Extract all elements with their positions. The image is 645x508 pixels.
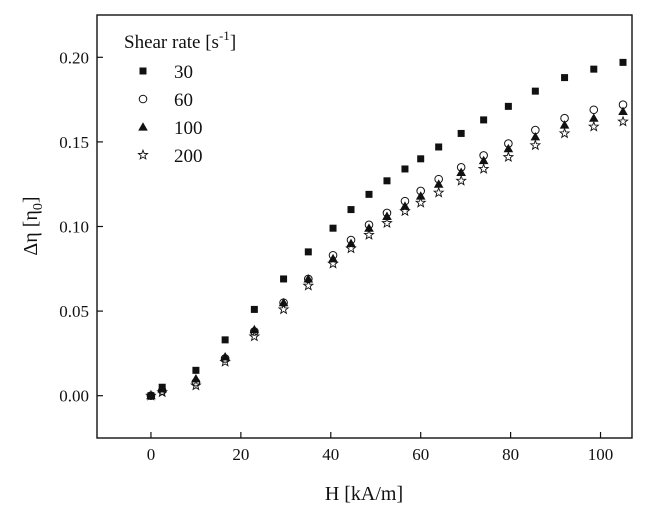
data-point-series-200 [190, 379, 202, 391]
x-axis-ticks: 0 20 40 60 80 100 [147, 432, 614, 464]
data-point-series-30 [619, 58, 627, 66]
legend-marker-30 [139, 67, 147, 75]
data-point-series-30 [561, 74, 569, 82]
data-point-series-30 [280, 275, 288, 283]
legend-label-200: 200 [174, 146, 203, 167]
legend-label-100: 100 [174, 118, 203, 139]
data-point-series-200 [432, 186, 445, 198]
legend: Shear rate [s-1] 30 60 100 200 [124, 28, 236, 167]
data-point-series-30 [304, 248, 312, 256]
data-point-series-30 [480, 116, 488, 124]
y-axis-title-main: Δη [η [20, 210, 42, 255]
data-point-series-200 [381, 217, 393, 229]
x-tick-label: 0 [147, 445, 156, 464]
data-point-series-200 [455, 174, 467, 186]
data-point-series-200 [587, 120, 600, 132]
legend-marker-100 [138, 122, 148, 131]
data-point-series-200 [277, 303, 290, 315]
data-point-series-200 [529, 139, 542, 151]
data-point-series-100 [433, 179, 444, 188]
data-point-series-200 [248, 330, 261, 342]
data-point-series-100 [415, 191, 426, 200]
x-tick-label: 60 [412, 445, 429, 464]
data-point-series-200 [617, 115, 629, 127]
data-point-series-30 [250, 305, 258, 313]
data-point-series-100 [478, 155, 489, 165]
data-point-series-30 [590, 65, 598, 73]
data-point-series-200 [156, 386, 168, 398]
data-point-series-200 [302, 279, 315, 291]
data-point-series-200 [399, 205, 411, 217]
data-point-series-200 [327, 257, 339, 269]
legend-marker-60 [138, 94, 148, 104]
data-point-series-30 [365, 190, 373, 198]
data-point-series-100 [191, 373, 201, 383]
legend-label-30: 30 [174, 62, 193, 83]
legend-title-close: ] [230, 32, 236, 53]
y-axis-ticks: 0.00 0.05 0.10 0.15 0.20 [59, 48, 103, 406]
data-point-series-30 [417, 155, 425, 163]
legend-title-main: Shear rate [s [124, 32, 219, 53]
x-tick-label: 20 [232, 445, 249, 464]
data-point-series-30 [329, 224, 337, 232]
y-tick-label: 0.10 [59, 218, 89, 237]
data-point-series-100 [249, 324, 260, 334]
data-point-series-100 [382, 211, 392, 220]
data-point-series-200 [363, 228, 375, 240]
data-point-series-100 [278, 297, 289, 307]
data-point-series-100 [364, 223, 374, 232]
data-point-series-30 [347, 206, 355, 214]
y-tick-label: 0.20 [59, 48, 89, 67]
data-point-series-200 [219, 355, 231, 367]
data-point-series-200 [345, 242, 357, 254]
data-point-series-30 [435, 143, 443, 151]
data-point-series-100 [618, 106, 628, 116]
data-point-series-200 [502, 151, 515, 163]
data-point-series-30 [401, 165, 409, 173]
data-point-series-100 [588, 113, 599, 122]
data-points [145, 58, 629, 401]
data-point-series-30 [192, 366, 200, 374]
data-point-series-60 [589, 105, 599, 115]
legend-marker-200 [137, 148, 149, 160]
data-point-series-200 [477, 162, 490, 174]
data-point-series-200 [558, 127, 571, 139]
legend-title: Shear rate [s-1] [124, 28, 236, 53]
data-point-series-100 [456, 167, 466, 176]
data-point-series-100 [303, 274, 314, 283]
data-point-series-100 [530, 132, 541, 141]
y-tick-label: 0.00 [59, 387, 89, 406]
x-tick-label: 100 [588, 445, 614, 464]
legend-title-superscript: -1 [219, 28, 230, 43]
x-axis-title: H [kA/m] [325, 483, 403, 505]
data-point-series-200 [414, 196, 427, 208]
y-axis-title-subscript: 0 [31, 203, 46, 210]
legend-label-60: 60 [174, 90, 193, 111]
data-point-series-30 [383, 177, 391, 185]
y-tick-label: 0.15 [59, 133, 89, 152]
data-point-series-100 [503, 143, 514, 153]
y-axis-title-close: ] [20, 196, 42, 203]
data-point-series-30 [504, 102, 512, 110]
data-point-series-30 [221, 336, 229, 344]
y-axis-title: Δη [η0] [20, 196, 46, 255]
legend-items: 30 60 100 200 [137, 62, 203, 167]
x-tick-label: 40 [322, 445, 339, 464]
data-point-series-200 [145, 389, 157, 401]
data-point-series-30 [531, 87, 539, 95]
data-point-series-100 [559, 120, 570, 129]
y-tick-label: 0.05 [59, 302, 89, 321]
data-point-series-30 [457, 129, 465, 137]
x-tick-label: 80 [502, 445, 519, 464]
